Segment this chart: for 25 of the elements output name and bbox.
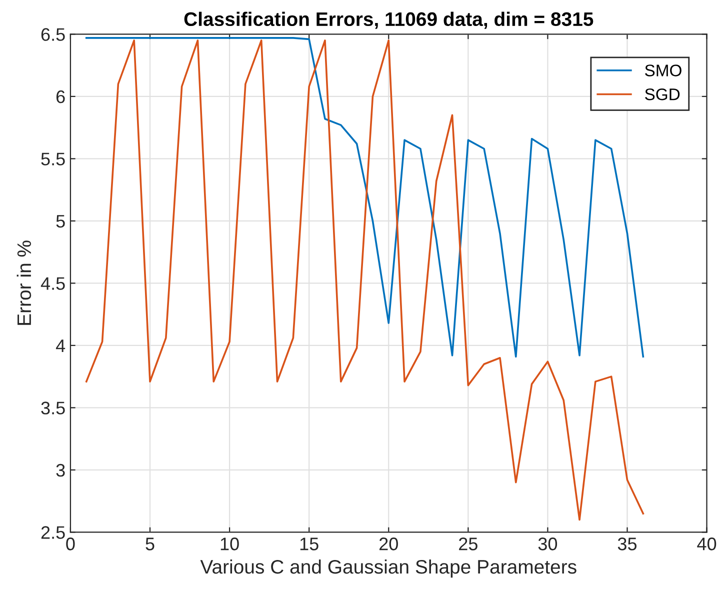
x-tick-label: 25 [459, 538, 478, 550]
y-axis-title: Error in % [16, 240, 32, 325]
y-tick-label: 4 [56, 340, 66, 352]
chart-title: Classification Errors, 11069 data, dim = 8315 [184, 12, 594, 29]
x-tick-label: 30 [538, 538, 558, 550]
x-tick-label: 20 [379, 538, 398, 550]
y-tick-label: 3.5 [41, 402, 65, 414]
y-tick-label: 5.5 [41, 152, 65, 166]
x-tick-label: 10 [220, 538, 239, 550]
line-series [85, 40, 644, 521]
x-tick-label: 5 [146, 538, 154, 550]
legend-label: SMO [645, 64, 682, 76]
line-series [85, 37, 644, 358]
x-tick-label: 0 [66, 538, 75, 550]
x-axis-title: Various C and Gaussian Shape Parameters [200, 559, 576, 578]
x-tick-label: 40 [697, 538, 716, 550]
y-tick-label: 2.5 [41, 526, 65, 539]
legend-label: SGD [645, 88, 680, 100]
x-tick-label: 35 [618, 538, 637, 550]
y-tick-label: 5 [56, 215, 65, 228]
y-tick-label: 3 [56, 464, 65, 477]
x-tick-label: 15 [300, 538, 318, 550]
y-tick-label: 4.5 [40, 277, 65, 290]
y-tick-label: 6.5 [41, 28, 65, 41]
y-tick-label: 6 [56, 90, 65, 104]
